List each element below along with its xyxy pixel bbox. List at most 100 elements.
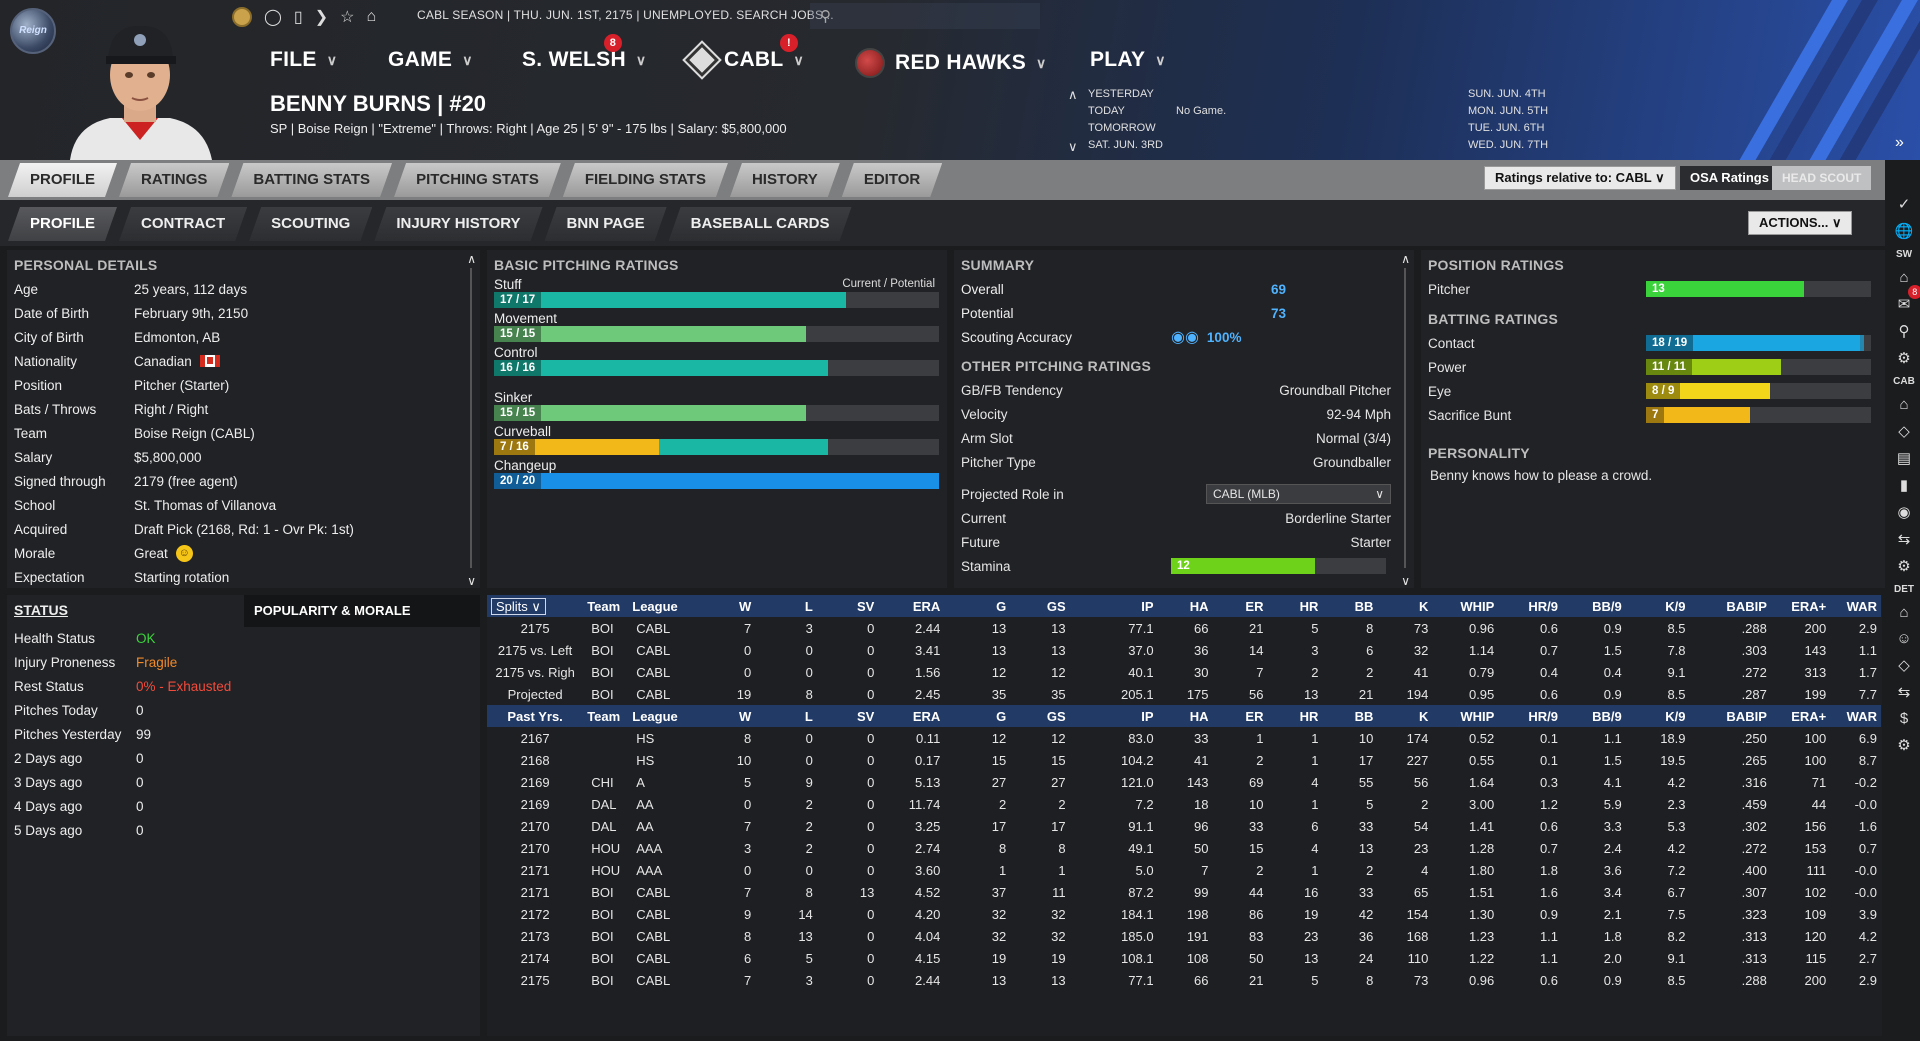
column-header[interactable]: Team: [583, 705, 629, 727]
tab-ratings[interactable]: RATINGS: [119, 163, 229, 197]
column-header[interactable]: K: [1377, 595, 1433, 617]
news-icon[interactable]: ▤: [1896, 450, 1912, 467]
schedule-day[interactable]: MON. JUN. 5TH: [1468, 105, 1549, 117]
column-header[interactable]: K/9: [1625, 705, 1690, 727]
mail-icon[interactable]: ✉ 8: [1898, 285, 1920, 313]
history-icon[interactable]: ◯: [264, 9, 282, 26]
menu-manager[interactable]: S. WELSH ∨ 8: [522, 34, 646, 72]
column-header[interactable]: BB: [1322, 595, 1378, 617]
table-row[interactable]: 2170 HOU AAA 3 2 0 2.74 8 8 49.1 50 15 4 13 23 1.28 0.7 2…: [487, 837, 1881, 859]
column-header[interactable]: ERA: [878, 705, 945, 727]
team-link[interactable]: Boise Reign (CABL): [134, 425, 255, 441]
table-row[interactable]: 2175 vs. Left BOI CABL 0 0 0 3.41 13 13 37.0 36 14 3…: [487, 639, 1881, 661]
column-header[interactable]: W: [687, 595, 756, 617]
popularity-morale-tab[interactable]: POPULARITY & MORALE: [244, 595, 480, 627]
column-header[interactable]: W: [687, 705, 756, 727]
home-icon[interactable]: ⌂: [1899, 604, 1909, 621]
tab-profile[interactable]: PROFILE: [8, 163, 117, 197]
column-header[interactable]: BABIP: [1689, 705, 1771, 727]
column-header[interactable]: GS: [1010, 705, 1070, 727]
coin-icon[interactable]: [232, 7, 252, 27]
home-icon[interactable]: ⌂: [366, 8, 377, 25]
column-header[interactable]: BB/9: [1562, 705, 1626, 727]
subtab-baseball-cards[interactable]: BASEBALL CARDS: [669, 207, 852, 241]
menu-game[interactable]: GAME ∨: [388, 48, 473, 72]
table-row[interactable]: 2175 BOI CABL 7 3 0 2.44 13 13 77.1 66 21 5 8 73 0.96 0.…: [487, 969, 1881, 991]
check-icon[interactable]: ✓: [1897, 196, 1911, 213]
table-row[interactable]: 2169 CHI A 5 9 0 5.13 27 27 121.0 143 69 4 55 56 1.64 0.…: [487, 771, 1881, 793]
table-row[interactable]: 2169 DAL AA 0 2 0 11.74 2 2 7.2 18 10 1 5 2 3.00 1.2 5.9 2…: [487, 793, 1881, 815]
transactions-icon[interactable]: ⇆: [1897, 531, 1911, 548]
column-header[interactable]: ERA+: [1770, 705, 1831, 727]
table-row[interactable]: 2170 DAL AA 7 2 0 3.25 17 17 91.1 96 33 6 33 54 1.41 0.6…: [487, 815, 1881, 837]
diamond-icon[interactable]: ◇: [1898, 423, 1910, 440]
column-header[interactable]: WHIP: [1432, 705, 1499, 727]
schedule-day[interactable]: TODAY: [1088, 105, 1125, 117]
osa-ratings-button[interactable]: OSA Ratings: [1680, 166, 1779, 190]
column-header[interactable]: K/9: [1625, 595, 1690, 617]
settings-icon[interactable]: ⚙: [1897, 350, 1911, 367]
tab-batting-stats[interactable]: BATTING STATS: [231, 163, 392, 197]
column-header[interactable]: IP: [1069, 595, 1158, 617]
column-header[interactable]: HA: [1157, 705, 1213, 727]
globe-icon[interactable]: 🌐: [1894, 223, 1914, 240]
roster-icon[interactable]: ☺: [1896, 630, 1912, 647]
projected-role-select[interactable]: CABL (MLB) ∨: [1206, 484, 1391, 504]
forward-icon[interactable]: ❯: [314, 9, 329, 26]
menu-play[interactable]: PLAY ∨: [1090, 48, 1166, 72]
scroll-down-icon[interactable]: ∨: [1068, 139, 1078, 154]
status-text[interactable]: CABL SEASON | THU. JUN. 1ST, 2175 | UNEM…: [417, 8, 834, 22]
table-row[interactable]: 2175 BOI CABL 7 3 0 2.44 13 13 77.1 66 21 5 8 73 0.96 0.…: [487, 617, 1881, 639]
tab-pitching-stats[interactable]: PITCHING STATS: [394, 163, 561, 197]
star-icon[interactable]: ☆: [340, 9, 355, 26]
column-header[interactable]: ERA: [878, 595, 945, 617]
column-header[interactable]: ER: [1212, 705, 1268, 727]
search-icon[interactable]: ⚲: [1898, 323, 1910, 340]
schedule-day[interactable]: TOMORROW: [1088, 122, 1156, 134]
column-header[interactable]: League: [628, 595, 688, 617]
column-header[interactable]: K: [1377, 705, 1433, 727]
table-row[interactable]: Projected BOI CABL 19 8 0 2.45 35 35 205.1 175 56 13…: [487, 683, 1881, 705]
column-header[interactable]: G: [944, 705, 1011, 727]
actions-button[interactable]: ACTIONS... ∨: [1748, 211, 1853, 235]
settings-icon[interactable]: ⚙: [1897, 737, 1911, 754]
menu-team[interactable]: RED HAWKS ∨: [855, 48, 1047, 78]
column-header[interactable]: WAR: [1830, 705, 1881, 727]
head-scout-button[interactable]: HEAD SCOUT: [1772, 166, 1872, 190]
column-header[interactable]: L: [755, 705, 817, 727]
column-header[interactable]: BABIP: [1689, 595, 1771, 617]
ball-icon[interactable]: ◉: [1897, 504, 1911, 521]
page-icon[interactable]: ▯: [293, 9, 303, 26]
diamond-icon[interactable]: ◇: [1898, 657, 1910, 674]
table-row[interactable]: 2168 HS 10 0 0 0.17 15 15 104.2 41 2 1 17 227 0.55 0.1 1…: [487, 749, 1881, 771]
scroll-up-icon[interactable]: ∧: [467, 252, 476, 266]
scroll-up-icon[interactable]: ∧: [1401, 252, 1410, 266]
stats-icon[interactable]: ▮: [1899, 477, 1909, 494]
home-icon[interactable]: ⌂: [1899, 396, 1909, 413]
column-header[interactable]: ERA+: [1770, 595, 1831, 617]
schedule-day[interactable]: TUE. JUN. 6TH: [1468, 122, 1545, 134]
column-header[interactable]: SV: [816, 595, 879, 617]
column-header[interactable]: WAR: [1830, 595, 1881, 617]
scrollbar[interactable]: [470, 268, 472, 568]
schedule-day[interactable]: SUN. JUN. 4TH: [1468, 88, 1546, 100]
status-tab[interactable]: STATUS: [14, 602, 68, 618]
team-logo[interactable]: Reign: [10, 8, 56, 54]
subtab-scouting[interactable]: SCOUTING: [249, 207, 372, 241]
menu-league[interactable]: CABL ∨!: [682, 34, 804, 80]
table-row[interactable]: 2175 vs. Righ BOI CABL 0 0 0 1.56 12 12 40.1 30 7 2 2…: [487, 661, 1881, 683]
table-row[interactable]: 2167 HS 8 0 0 0.11 12 12 83.0 33 1 1 10 174 0.52 0.1 1.1…: [487, 727, 1881, 749]
tab-fielding-stats[interactable]: FIELDING STATS: [563, 163, 728, 197]
column-header[interactable]: WHIP: [1432, 595, 1499, 617]
column-header[interactable]: SV: [816, 705, 879, 727]
menu-file[interactable]: FILE ∨: [270, 48, 337, 72]
column-header[interactable]: IP: [1069, 705, 1158, 727]
column-header[interactable]: L: [755, 595, 817, 617]
table-row[interactable]: 2172 BOI CABL 9 14 0 4.20 32 32 184.1 198 86 19 42 154…: [487, 903, 1881, 925]
scroll-up-icon[interactable]: ∧: [1068, 87, 1078, 102]
collapse-right-icon[interactable]: »: [1895, 134, 1904, 151]
scrollbar[interactable]: [1404, 268, 1406, 568]
column-header[interactable]: G: [944, 595, 1011, 617]
scroll-down-icon[interactable]: ∨: [1401, 574, 1410, 588]
tab-editor[interactable]: EDITOR: [842, 163, 942, 197]
